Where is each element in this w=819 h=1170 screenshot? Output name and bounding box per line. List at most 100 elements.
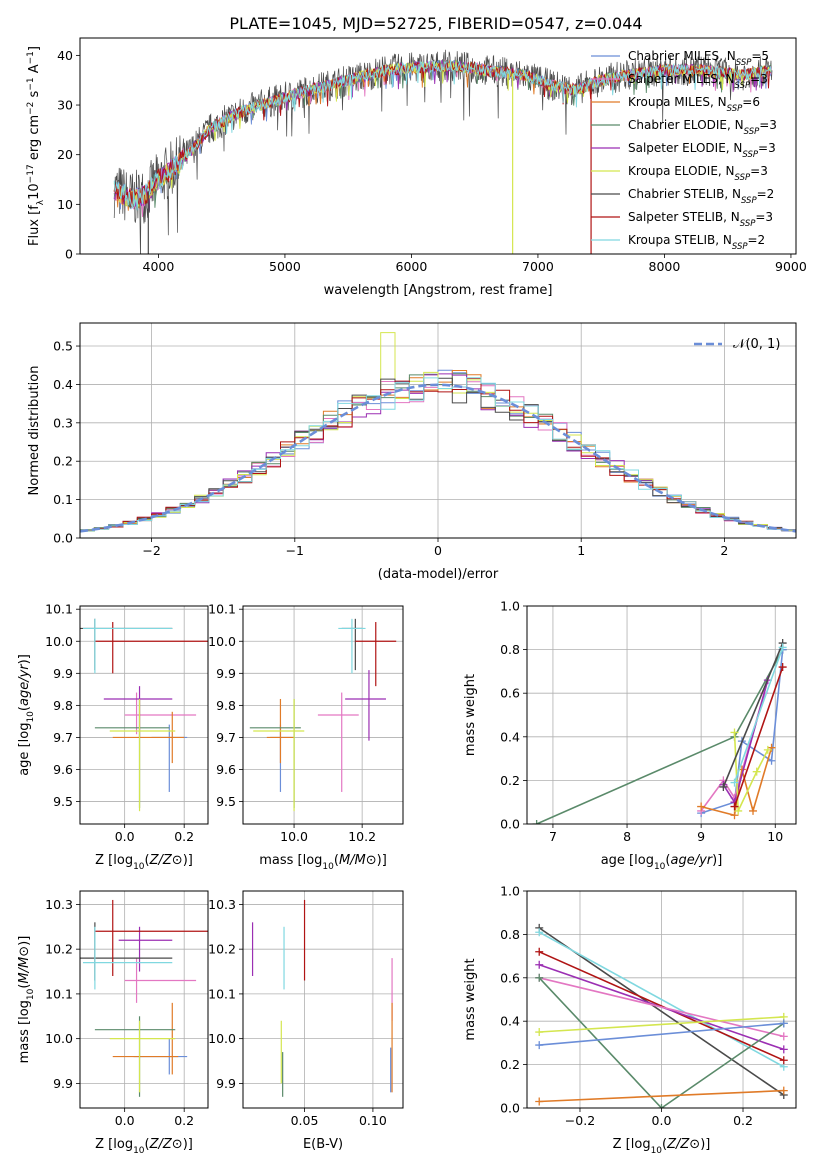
x-tick-label: 0.0	[115, 829, 135, 844]
x-tick-label: 1	[577, 543, 585, 558]
histogram-step	[80, 332, 796, 532]
y-tick-label: 0.2	[500, 1057, 520, 1072]
error-point	[112, 711, 185, 764]
axes-frame	[79, 890, 209, 1109]
chart-weight_vs_Z: −0.2 0.0 0.2 0.0 0.2 0.4 0.6 0.8 1.0 Z [log10(Z/Z…	[463, 884, 797, 1156]
weight-series	[535, 1019, 788, 1050]
weight-marker	[535, 947, 544, 956]
error-point	[80, 618, 173, 671]
weight-marker	[730, 811, 739, 820]
x-tick-label: 10.2	[348, 829, 376, 844]
y-tick-label: 10.1	[45, 602, 73, 617]
y-tick-label: 9.5	[53, 794, 73, 809]
grid-lines	[527, 605, 796, 825]
plot-area	[532, 639, 787, 824]
weight-series	[730, 663, 787, 811]
y-tick-label: 10.0	[208, 1031, 236, 1046]
error-point	[109, 698, 176, 812]
weight-series	[535, 947, 788, 1065]
y-tick-label: 10.3	[208, 897, 236, 912]
x-tick-label: 0.2	[174, 829, 194, 844]
y-tick-label: 0.0	[53, 531, 73, 546]
spectrum-line	[113, 60, 772, 207]
weight-marker	[532, 820, 541, 824]
weight-line	[539, 1022, 784, 1046]
legend-label: Chabrier MILES, NSSP=5	[628, 49, 769, 68]
y-tick-label: 9.9	[216, 666, 236, 681]
grid-lines	[80, 891, 208, 1108]
x-tick-label: 4000	[143, 259, 175, 274]
y-tick-label: 20	[57, 147, 73, 162]
error-point	[82, 618, 173, 674]
weight-line	[733, 647, 784, 783]
error-point	[124, 958, 197, 1003]
axes-frame	[526, 605, 797, 825]
weight-series	[535, 928, 788, 1071]
weight-marker	[779, 1032, 788, 1041]
weight-marker	[730, 802, 739, 811]
y-axis-label: Flux [fλ10−17 erg cm−2 s−1 A−1]	[26, 46, 46, 246]
spectrum-line	[113, 60, 772, 211]
y-tick-label: 10.2	[45, 942, 73, 957]
error-point	[82, 926, 173, 990]
legend-label: Salpeter ELODIE, NSSP=3	[628, 141, 776, 160]
weight-marker	[752, 767, 761, 776]
error-point	[151, 724, 188, 792]
x-tick-label: 9000	[775, 259, 807, 274]
y-tick-label: 9.7	[53, 730, 73, 745]
weight-marker	[779, 1056, 788, 1065]
chart-residuals: −2 −1 0 1 2 0.0 0.1 0.2 0.3 0.4 0.5 𝒩(0, 1) (data-mo…	[27, 322, 797, 582]
y-tick-label: 0.4	[53, 377, 73, 392]
x-tick-label: 0.0	[652, 1113, 672, 1128]
y-tick-label: 0.0	[500, 1101, 520, 1116]
error-point	[94, 899, 208, 977]
x-axis-label: mass [log10(M/M⊙)]	[259, 853, 387, 872]
x-axis-label: age [log10(age/yr)]	[601, 853, 723, 872]
x-tick-label: 7000	[522, 259, 554, 274]
weight-line	[538, 977, 785, 1108]
x-tick-label: 2	[720, 543, 728, 558]
error-point	[270, 724, 295, 792]
x-axis-label: (data-model)/error	[378, 567, 499, 582]
x-tick-label: 8000	[649, 259, 681, 274]
weight-marker	[778, 643, 787, 652]
y-axis-label: mass [log10(M/M⊙)]	[17, 936, 36, 1064]
x-tick-label: −1	[286, 543, 304, 558]
x-tick-label: 0.0	[115, 1113, 135, 1128]
weight-marker	[734, 806, 743, 815]
plot-area	[80, 618, 208, 812]
x-tick-label: −0.2	[565, 1113, 595, 1128]
weight-marker	[535, 973, 544, 982]
x-tick-label: 0	[434, 543, 442, 558]
legend-label: Kroupa MILES, NSSP=6	[628, 95, 760, 114]
weight-line	[538, 927, 785, 1096]
y-axis-label: mass weight	[463, 674, 478, 756]
legend-label: Kroupa ELODIE, NSSP=3	[628, 164, 768, 183]
grid-lines	[243, 891, 403, 1108]
figure-title: PLATE=1045, MJD=52725, FIBERID=0547, z=0…	[229, 14, 642, 33]
y-tick-label: 10.1	[45, 986, 73, 1001]
x-tick-label: 8	[623, 829, 631, 844]
x-tick-label: 10.0	[280, 829, 308, 844]
weight-marker	[697, 802, 706, 811]
x-tick-label: 7	[549, 829, 557, 844]
legend-label: Salpeter MILES, NSSP=3	[628, 72, 768, 91]
weight-marker	[779, 1019, 788, 1028]
grid-lines	[527, 890, 796, 1109]
weight-marker	[719, 782, 728, 791]
y-tick-label: 10	[57, 197, 73, 212]
chart-mass_vs_Z: 0.0 0.2 9.9 10.0 10.1 10.2 10.3 Z [log10(Z/Z⊙)]…	[17, 890, 209, 1156]
y-tick-label: 0.6	[500, 686, 520, 701]
weight-marker	[778, 663, 787, 672]
weight-series	[730, 728, 772, 815]
y-tick-label: 0.0	[500, 817, 520, 832]
weight-marker	[767, 756, 776, 765]
weight-line	[538, 951, 785, 1062]
weight-marker	[730, 728, 739, 737]
weight-marker	[763, 745, 772, 754]
plot-area	[80, 899, 208, 1097]
weight-line	[539, 1016, 784, 1033]
plot-area	[249, 618, 397, 812]
x-tick-label: −2	[142, 543, 160, 558]
